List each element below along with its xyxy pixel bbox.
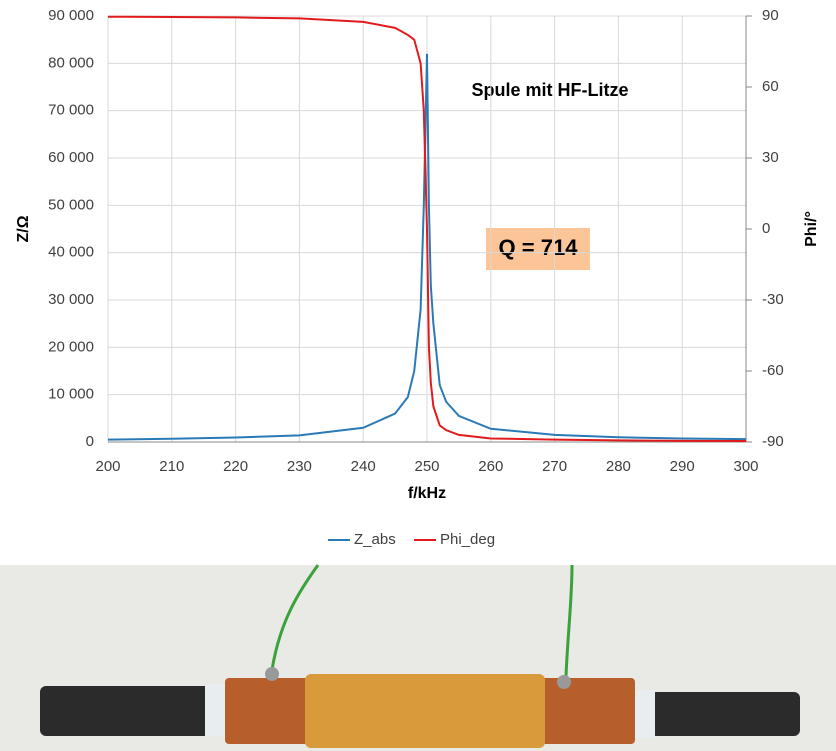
rod bbox=[40, 686, 220, 736]
y-tick-label: 10 000 bbox=[48, 386, 94, 403]
x-tick-label: 280 bbox=[606, 458, 631, 475]
series-line bbox=[107, 15, 747, 443]
y-tick-label: 50 000 bbox=[48, 196, 94, 213]
x-tick-label: 290 bbox=[670, 458, 695, 475]
y2-tick-label: -30 bbox=[762, 291, 784, 308]
x-tick-label: 250 bbox=[414, 458, 439, 475]
y2-tick-label: 30 bbox=[762, 149, 779, 166]
y2-tick-label: -90 bbox=[762, 433, 784, 450]
y2-tick-label: -60 bbox=[762, 362, 784, 379]
y-tick-label: 70 000 bbox=[48, 102, 94, 119]
y-tick-label: 30 000 bbox=[48, 291, 94, 308]
y-tick-label: 90 000 bbox=[48, 7, 94, 24]
terminal bbox=[557, 675, 571, 689]
y-tick-label: 20 000 bbox=[48, 338, 94, 355]
y2-tick-label: 60 bbox=[762, 78, 779, 95]
y-axis-label: Z/Ω bbox=[15, 215, 32, 242]
wire bbox=[564, 564, 574, 677]
plot: 0 10 000 20 000 30 000 40 000 50 000 60 000 70 … bbox=[48, 7, 784, 548]
x-tick-label: 200 bbox=[95, 458, 120, 475]
x-tick-label: 260 bbox=[478, 458, 503, 475]
legend-label: Phi_deg bbox=[440, 531, 495, 548]
x-tick-label: 240 bbox=[351, 458, 376, 475]
annotation: Q = 714 bbox=[499, 235, 579, 260]
y2-axis-label: Phi/° bbox=[803, 211, 820, 247]
terminal bbox=[265, 667, 279, 681]
coil bbox=[305, 674, 545, 748]
y2-tick-label: 90 bbox=[762, 7, 779, 24]
y-tick-label: 80 000 bbox=[48, 54, 94, 71]
rod bbox=[650, 692, 800, 736]
y2-tick-label: 0 bbox=[762, 220, 770, 237]
y-tick-label: 40 000 bbox=[48, 244, 94, 261]
legend-label: Z_abs bbox=[354, 531, 396, 548]
series-line bbox=[107, 53, 747, 441]
annotation: Spule mit HF-Litze bbox=[472, 80, 629, 100]
y-tick-label: 0 bbox=[86, 433, 94, 450]
wire bbox=[270, 564, 320, 671]
y-tick-label: 60 000 bbox=[48, 149, 94, 166]
x-tick-label: 300 bbox=[733, 458, 758, 475]
q-box bbox=[486, 228, 590, 270]
photo bbox=[0, 564, 836, 751]
x-tick-label: 220 bbox=[223, 458, 248, 475]
x-tick-label: 270 bbox=[542, 458, 567, 475]
x-axis-label: f/kHz bbox=[408, 485, 446, 502]
x-tick-label: 210 bbox=[159, 458, 184, 475]
x-tick-label: 230 bbox=[287, 458, 312, 475]
